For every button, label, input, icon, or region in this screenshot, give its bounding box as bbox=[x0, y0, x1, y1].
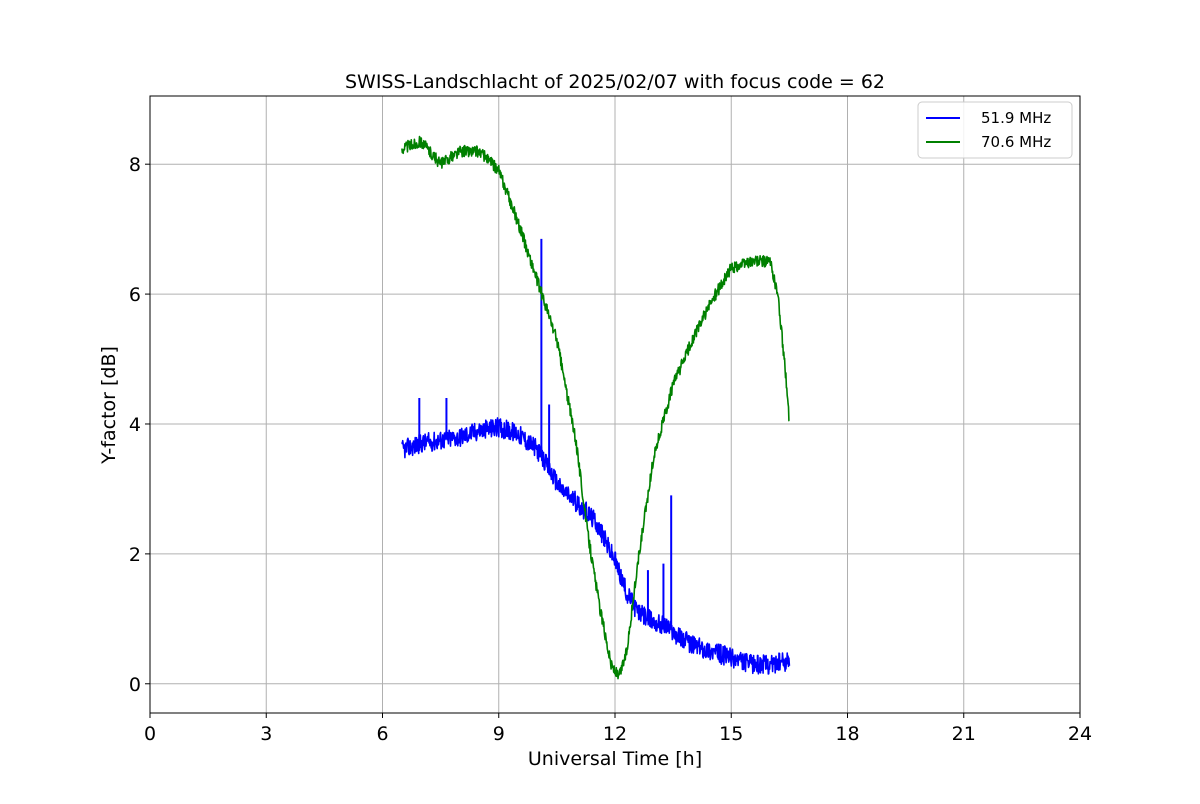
series-line bbox=[401, 135, 790, 680]
y-tick-label: 2 bbox=[129, 544, 141, 566]
y-tick-label: 0 bbox=[129, 674, 141, 696]
x-tick-label: 3 bbox=[260, 723, 272, 745]
y-tick-label: 6 bbox=[129, 284, 141, 306]
y-tick-label: 4 bbox=[129, 414, 141, 436]
x-tick-label: 12 bbox=[603, 723, 627, 745]
x-tick-label: 6 bbox=[376, 723, 388, 745]
x-axis-label: Universal Time [h] bbox=[528, 748, 702, 770]
x-tick-label: 9 bbox=[493, 723, 505, 745]
legend-label: 70.6 MHz bbox=[981, 133, 1051, 151]
grid bbox=[149, 96, 1081, 713]
legend: 51.9 MHz 70.6 MHz bbox=[917, 101, 1073, 159]
x-tick-label: 15 bbox=[719, 723, 743, 745]
x-tick-label: 21 bbox=[952, 723, 976, 745]
series-layer bbox=[401, 135, 791, 680]
legend-label: 51.9 MHz bbox=[981, 109, 1051, 127]
chart-title: SWISS-Landschlacht of 2025/02/07 with fo… bbox=[345, 71, 885, 93]
series-line bbox=[401, 417, 791, 675]
y-tick-label: 8 bbox=[129, 154, 141, 176]
x-tick-label: 18 bbox=[835, 723, 859, 745]
x-tick-label: 0 bbox=[144, 723, 156, 745]
legend-box bbox=[917, 101, 1073, 159]
x-tick-label: 24 bbox=[1068, 723, 1092, 745]
y-axis-label: Y-factor [dB] bbox=[98, 346, 120, 465]
